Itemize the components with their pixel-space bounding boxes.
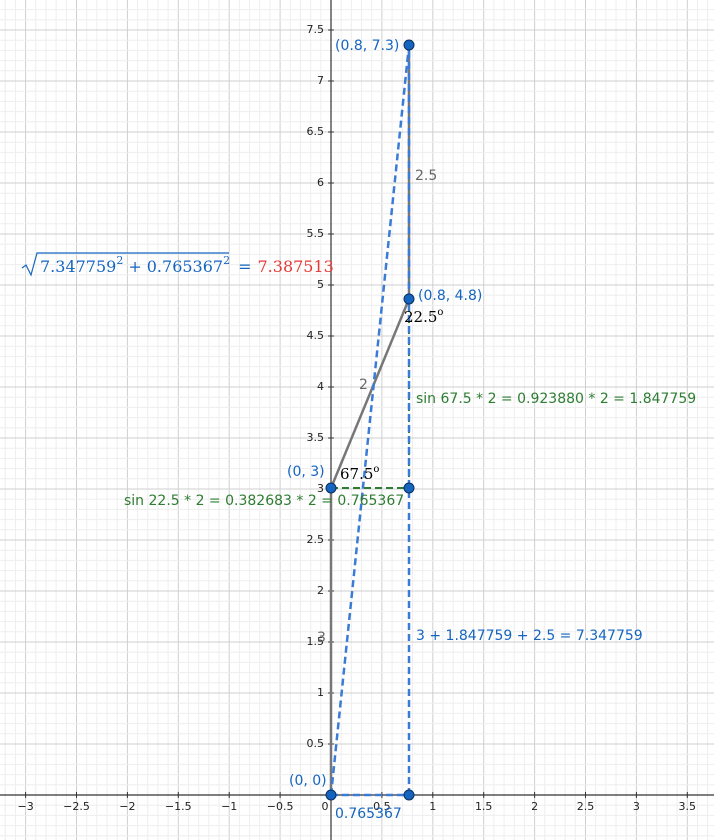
term: 0.765367 [147, 257, 223, 276]
segment-label: 2 [359, 377, 368, 393]
exponent: 2 [116, 254, 123, 267]
x-tick-label: −2 [119, 800, 135, 813]
operator: = [238, 257, 251, 276]
degree: o [373, 464, 379, 475]
x-tick-label: 1 [429, 800, 436, 813]
segment-label: 2.5 [415, 168, 437, 184]
angle-value: 22.5 [404, 308, 437, 326]
y-tick-label: 2.5 [307, 533, 325, 546]
annotation: sin 67.5 * 2 = 0.923880 * 2 = 1.847759 [416, 391, 696, 407]
y-tick-label: 7.5 [307, 23, 325, 36]
x-tick-label: −2.5 [63, 800, 90, 813]
y-tick-label: 4.5 [307, 329, 325, 342]
angle-label: 67.5o [340, 464, 379, 484]
radical [21, 252, 229, 277]
y-tick-label: 4 [317, 380, 324, 393]
segment [329, 298, 411, 489]
dashed-segment [329, 44, 411, 796]
x-tick-label: 2 [531, 800, 538, 813]
y-tick-label: 1 [317, 686, 324, 699]
x-tick-label: 3 [633, 800, 640, 813]
y-tick-label: 1.5 [307, 635, 325, 648]
y-tick-label: 6.5 [307, 125, 325, 138]
annotation: 3 + 1.847759 + 2.5 = 7.347759 [416, 628, 643, 644]
term: 7.347759 [40, 257, 116, 276]
annotation: sin 22.5 * 2 = 0.382683 * 2 = 0.765367 [124, 493, 404, 509]
segment-label: 0.765367 [335, 806, 402, 822]
point-label: (0, 0) [289, 773, 327, 789]
y-tick-label: 0.5 [307, 737, 325, 750]
point [325, 482, 337, 494]
degree: o [437, 307, 443, 318]
point-label: (0.8, 7.3) [335, 38, 399, 54]
y-tick-label: 2 [317, 584, 324, 597]
y-tick-label: 7 [317, 74, 324, 87]
y-tick-label: 3.5 [307, 431, 325, 444]
x-tick-label: 3.5 [679, 800, 697, 813]
x-tick-label: 1.5 [475, 800, 493, 813]
x-tick-label: 0.5 [373, 800, 391, 813]
point [403, 39, 415, 51]
y-tick-label: 6 [317, 176, 324, 189]
y-tick-label: 3 [317, 482, 324, 495]
angle-value: 67.5 [340, 465, 373, 483]
operator: + [128, 257, 141, 276]
formula: 7.3477592 +0.7653672 = 7.387513 [40, 254, 334, 276]
angle-label: 22.5o [404, 307, 443, 327]
point [403, 293, 415, 305]
point-label: (0, 3) [287, 464, 325, 480]
x-tick-label: −1 [221, 800, 237, 813]
y-tick-label: 5 [317, 278, 324, 291]
point-label: (0.8, 4.8) [418, 288, 482, 304]
segment-label: 3 [317, 630, 326, 646]
point [325, 789, 337, 801]
point [403, 789, 415, 801]
y-tick-label: 5.5 [307, 227, 325, 240]
x-tick-label: −1.5 [165, 800, 192, 813]
exponent: 2 [223, 254, 230, 267]
x-tick-label: 2.5 [577, 800, 595, 813]
x-tick-label: −3 [17, 800, 33, 813]
x-tick-label: 0 [322, 800, 329, 813]
x-tick-label: −0.5 [267, 800, 294, 813]
point [403, 482, 415, 494]
result: 7.387513 [258, 257, 334, 276]
